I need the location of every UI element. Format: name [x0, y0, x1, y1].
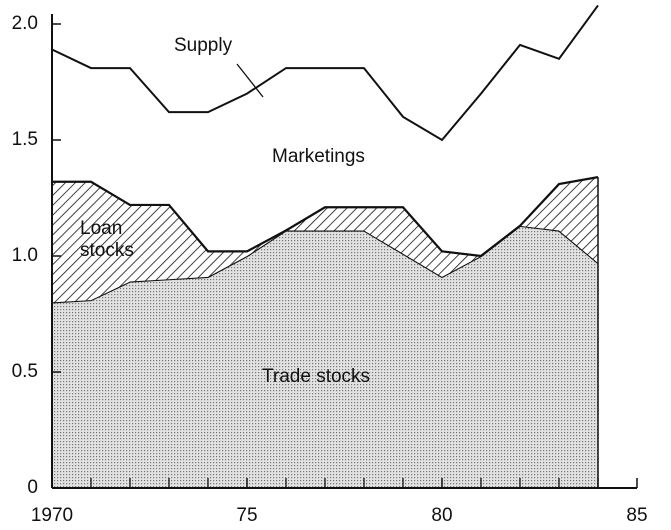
pointer-line: [236, 63, 264, 98]
y-tick-label: 0: [27, 477, 38, 498]
x-tick-label: 1970: [31, 505, 73, 526]
x-tick-label: 85: [626, 505, 647, 526]
area-dots: [52, 225, 598, 488]
y-tick-label: 2.0: [12, 13, 38, 34]
loan-label: Loan stocks: [80, 218, 134, 261]
area-hatch: [52, 177, 598, 303]
area-edge: [52, 176, 599, 258]
x-tick-label: 80: [431, 505, 452, 526]
y-tick-label: 1.5: [12, 129, 38, 150]
x-tick-label: 75: [236, 505, 257, 526]
marketings-label: Marketings: [272, 146, 365, 167]
trade-label: Trade stocks: [262, 366, 371, 387]
y-tick-label: 1.0: [12, 245, 38, 266]
supply-line: [51, 4, 599, 142]
y-tick-label: 0.5: [12, 361, 38, 382]
supply-label: Supply: [174, 35, 233, 56]
